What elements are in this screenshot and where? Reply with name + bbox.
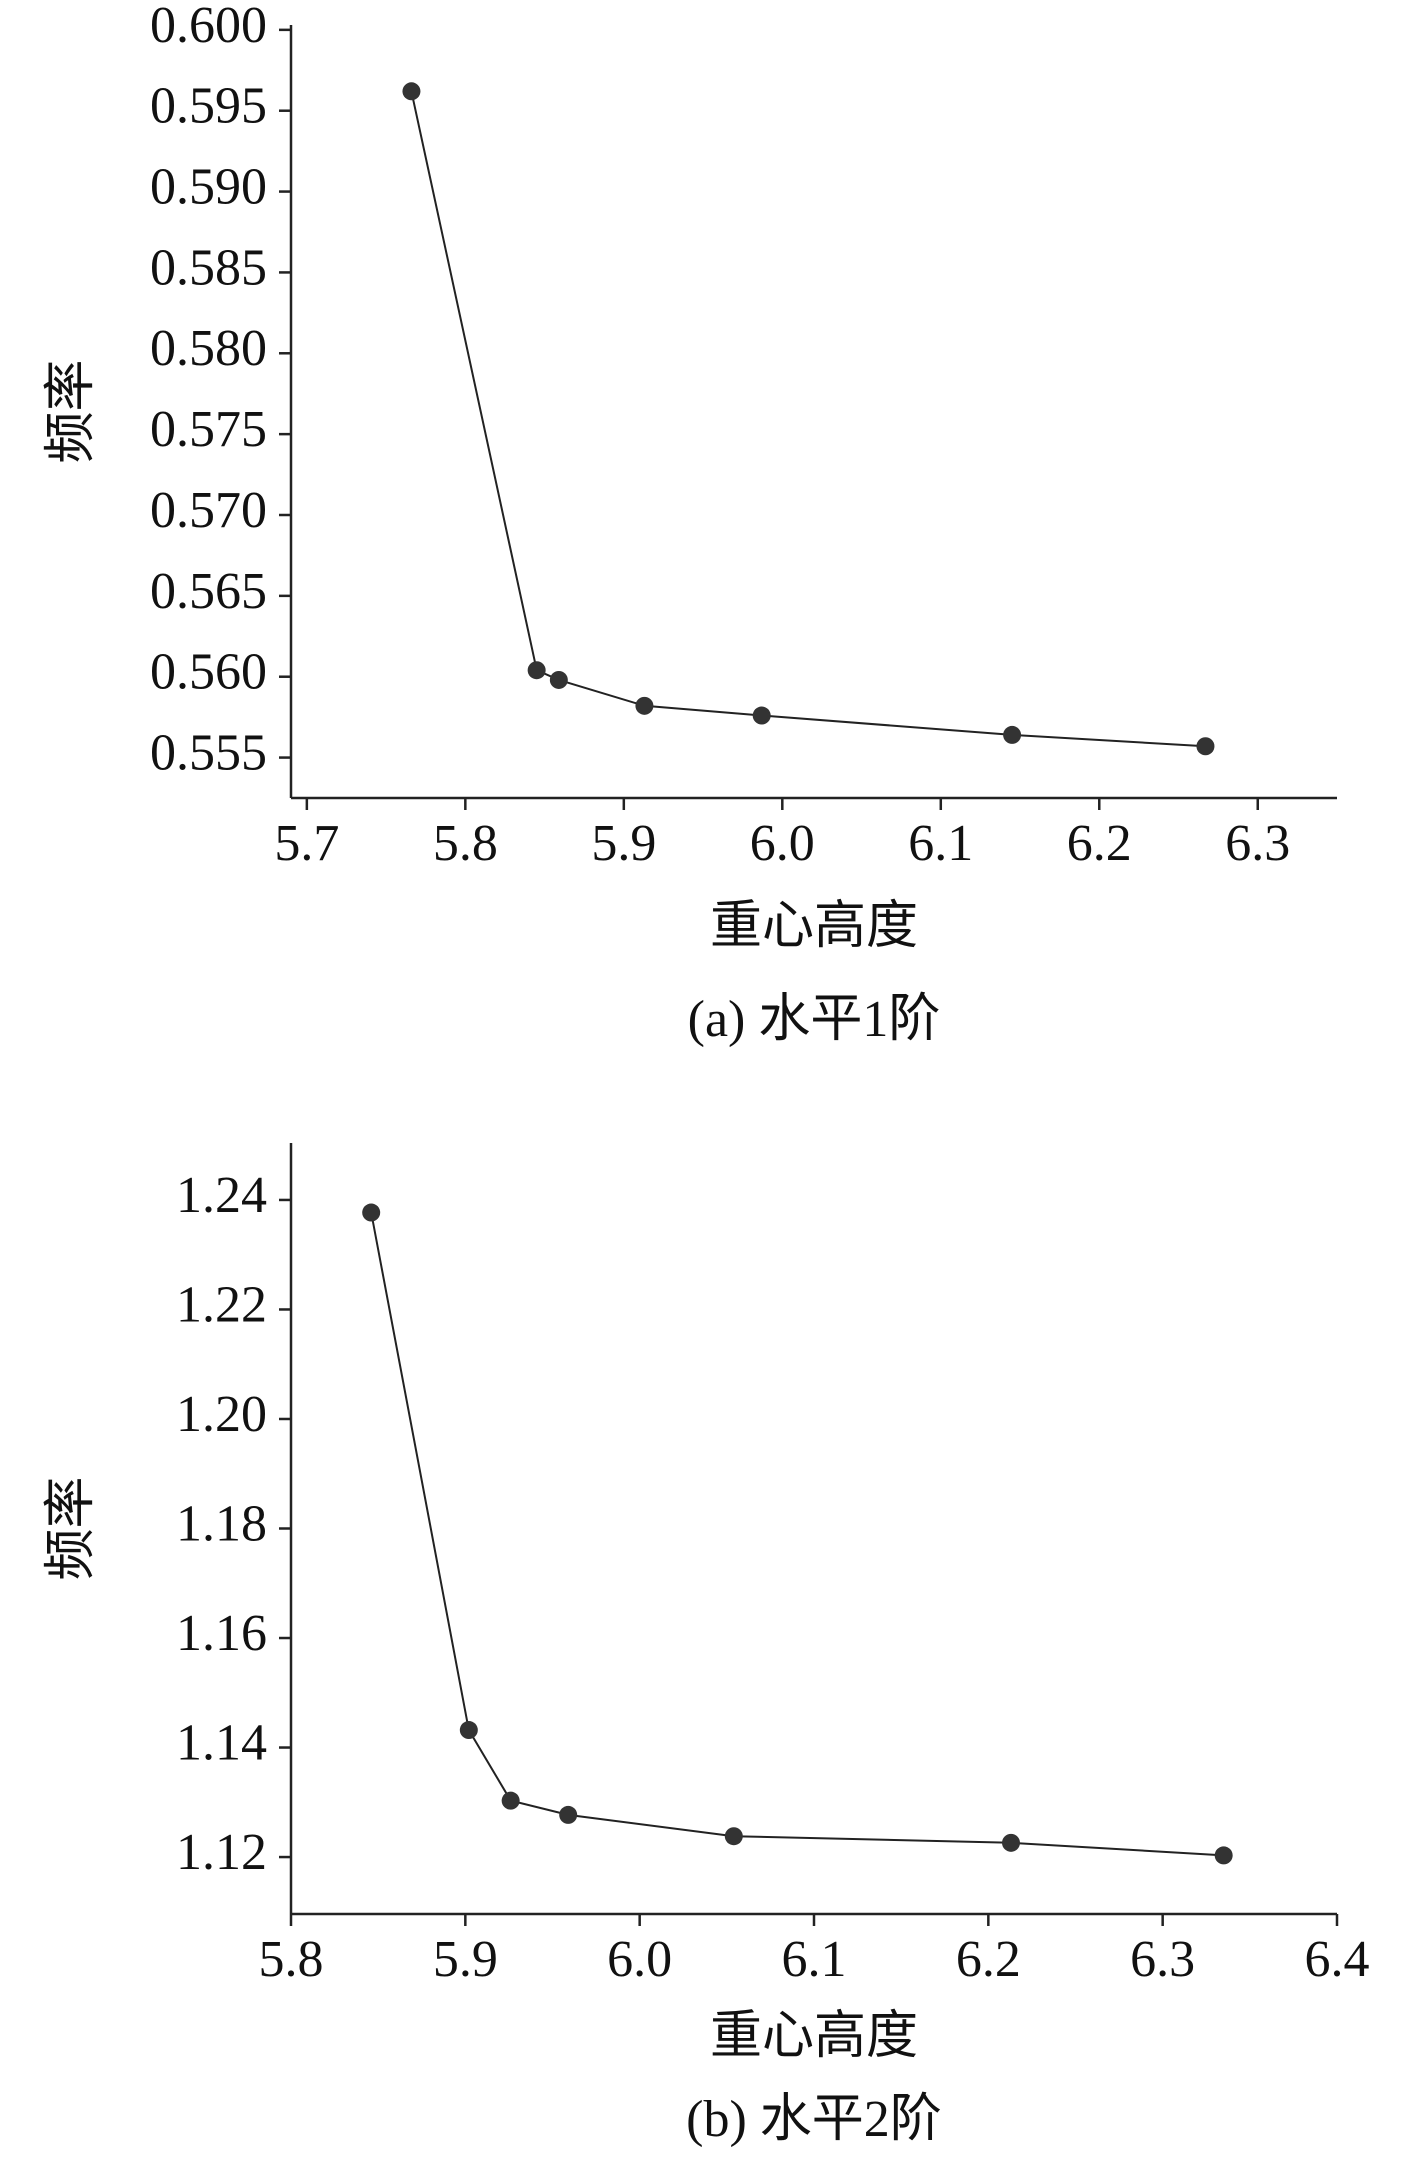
data-point [1001,1833,1020,1852]
x-tick-label: 6.3 [1130,1931,1195,1988]
x-tick-label: 6.3 [1225,815,1290,872]
x-tick-label: 5.8 [259,1931,324,1988]
y-tick-label: 1.12 [176,1824,267,1881]
data-point [549,670,568,689]
data-point [527,661,546,680]
x-axis-label: 重心高度 [710,898,918,955]
y-tick-label: 0.580 [150,320,267,377]
y-tick-label: 1.24 [176,1167,267,1224]
y-axis-label: 频率 [43,359,100,463]
data-line [370,1212,1224,1857]
y-tick-label: 1.20 [176,1386,267,1443]
y-tick-label: 1.14 [176,1714,267,1771]
y-axis-label: 频率 [43,1476,100,1580]
data-point [559,1805,578,1824]
x-tick-label: 6.1 [782,1931,847,1988]
x-tick-label: 5.8 [433,815,498,872]
y-tick-label: 1.16 [176,1605,267,1662]
data-point [459,1721,478,1740]
data-point [402,82,421,101]
data-point [635,696,654,715]
x-tick-label: 6.2 [1067,815,1132,872]
x-tick-label: 6.0 [607,1931,672,1988]
x-tick-label: 6.2 [956,1931,1021,1988]
x-tick-label: 6.0 [750,815,815,872]
data-point [752,706,771,725]
y-tick-label: 0.585 [150,239,267,296]
x-tick-label: 6.4 [1305,1931,1370,1988]
y-tick-label: 0.575 [150,401,267,458]
y-tick-label: 0.565 [150,563,267,620]
x-tick-label: 6.1 [908,815,973,872]
y-tick-label: 0.560 [150,644,267,701]
y-tick-label: 0.600 [150,0,267,54]
y-tick-label: 0.570 [150,482,267,539]
x-tick-label: 5.9 [433,1931,498,1988]
y-tick-label: 1.22 [176,1276,267,1333]
y-tick-label: 0.590 [150,159,267,216]
y-tick-label: 0.555 [150,725,267,782]
x-tick-label: 5.9 [591,815,656,872]
data-point [362,1203,381,1222]
data-point [724,1827,743,1846]
data-point [1003,725,1022,744]
caption: (a) 水平1阶 [688,991,941,1048]
x-tick-label: 5.7 [274,815,339,872]
data-line [410,91,1206,748]
y-tick-label: 1.18 [176,1495,267,1552]
data-point [1214,1846,1233,1865]
data-point [501,1791,520,1810]
data-point [1196,737,1215,756]
y-tick-label: 0.595 [150,78,267,135]
x-axis-label: 重心高度 [710,2008,918,2065]
caption: (b) 水平2阶 [686,2091,942,2148]
